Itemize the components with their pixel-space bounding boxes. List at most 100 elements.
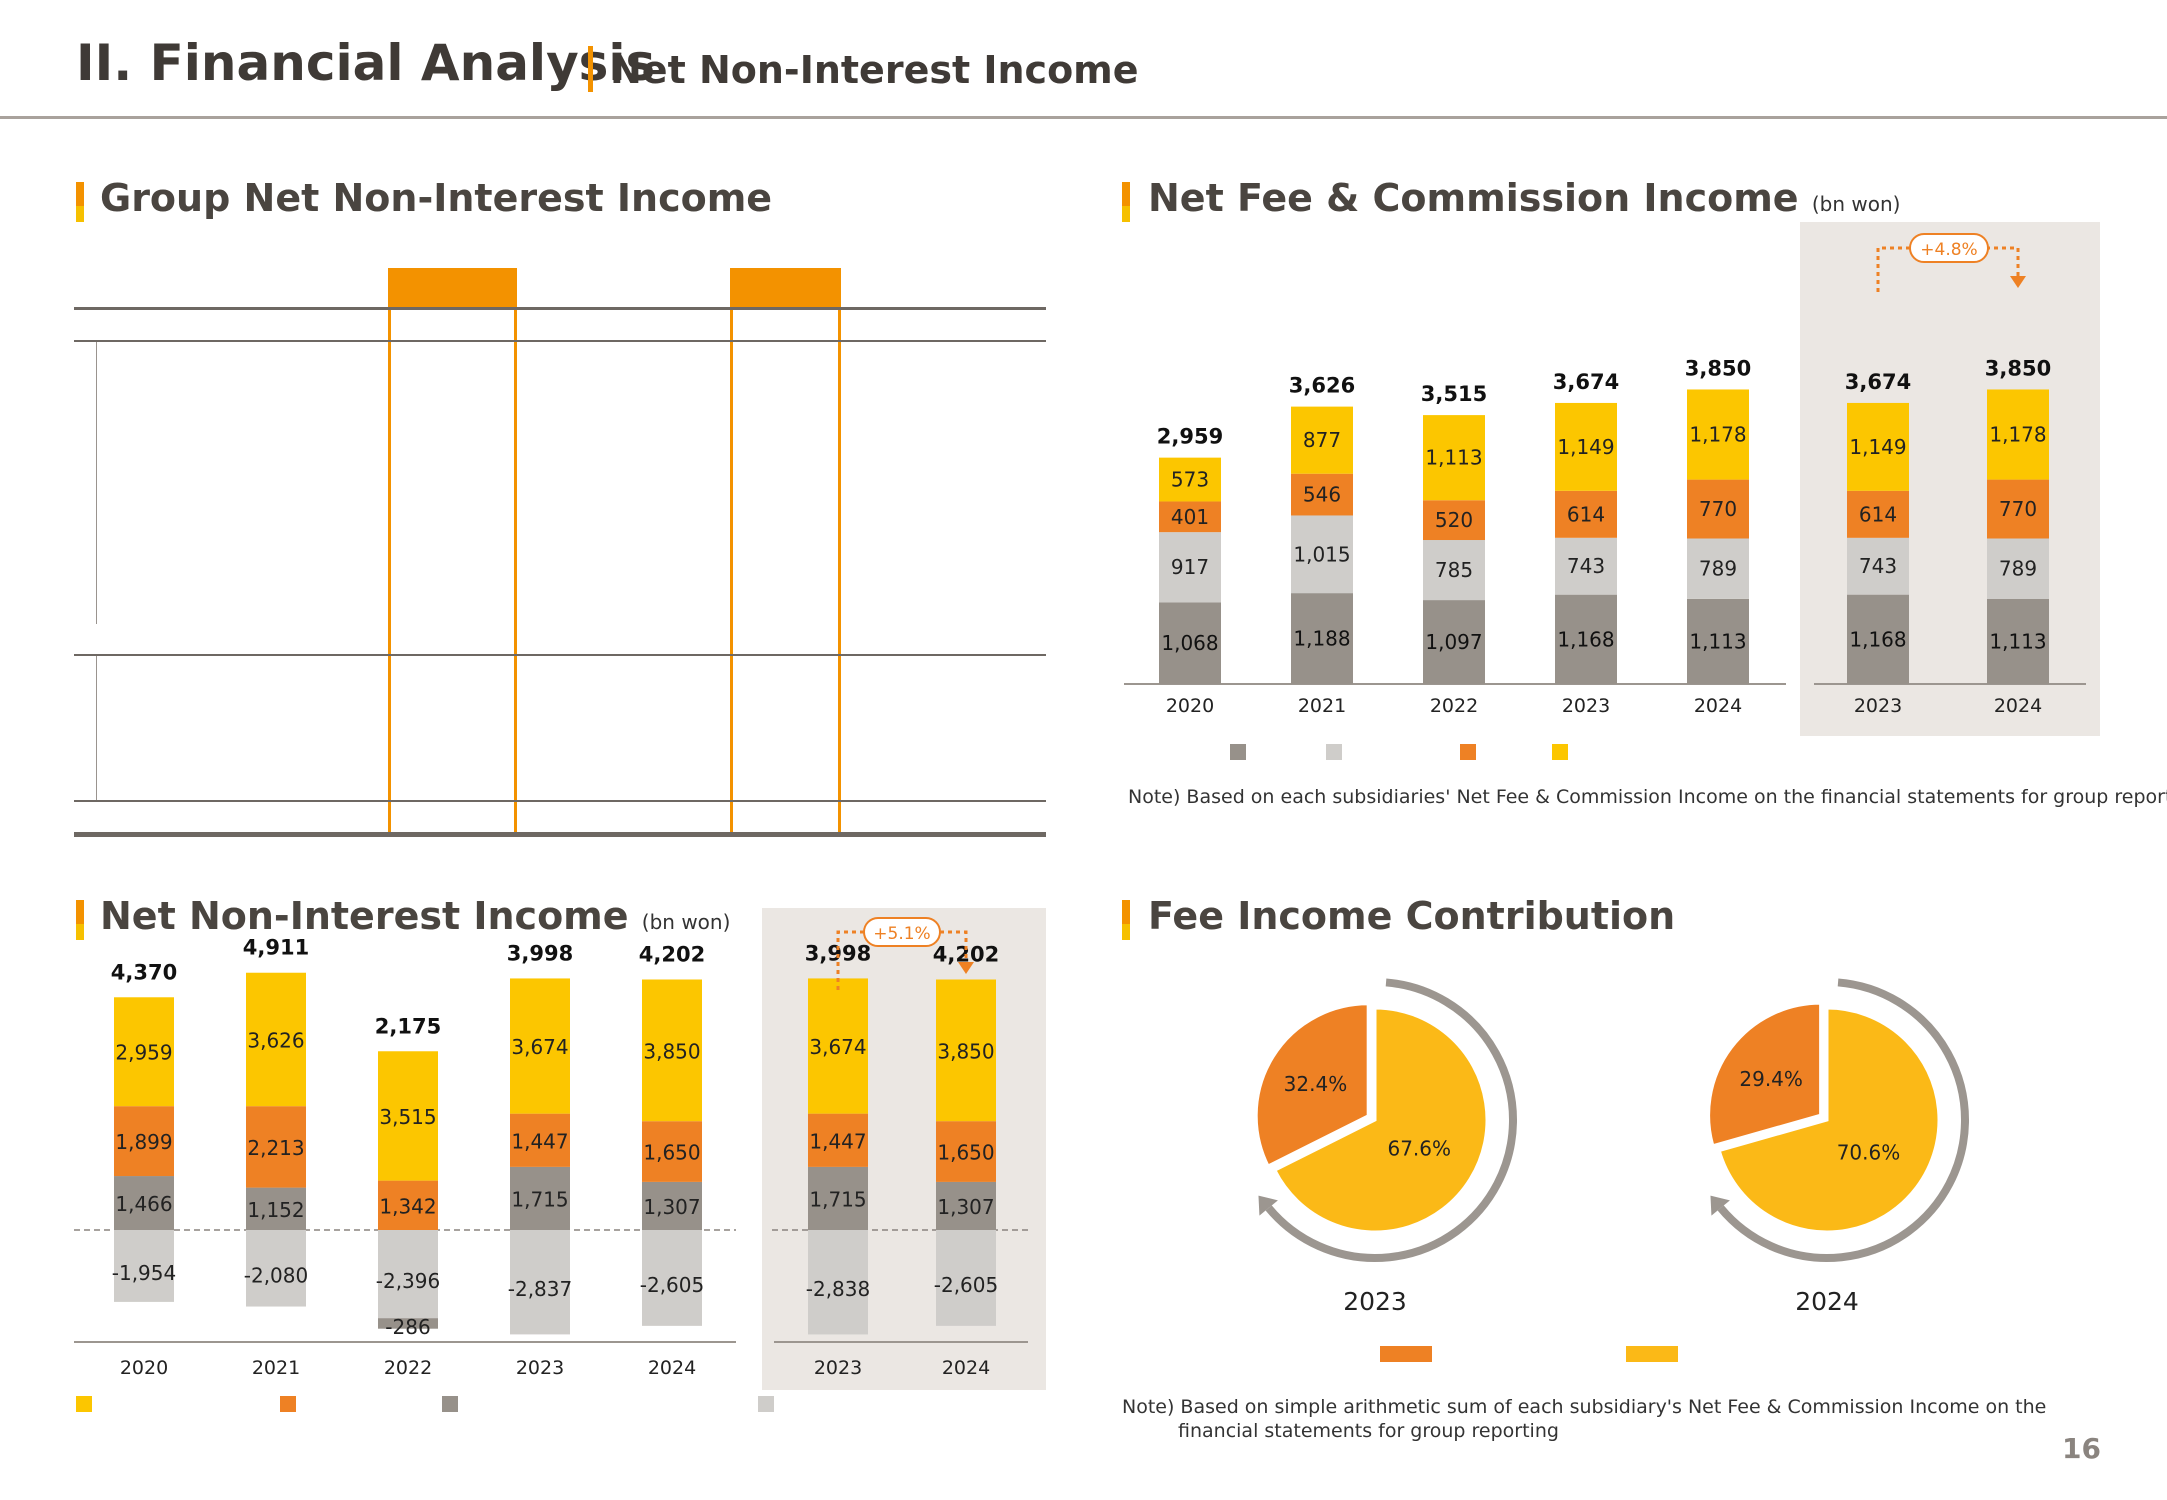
data-label: 2,959: [115, 1041, 172, 1065]
title-divider: [588, 46, 593, 92]
pie-slice: [1717, 1006, 1941, 1234]
legend-swatch: [1460, 744, 1476, 760]
indent-guide: [96, 342, 97, 376]
data-label: 1,447: [809, 1129, 866, 1153]
tick-label: 2024: [942, 1357, 990, 1379]
bar-segment: [378, 1230, 438, 1319]
bar-segment: [378, 1180, 438, 1230]
total-label: 3,626: [1289, 374, 1355, 398]
bar-segment: [246, 1230, 306, 1307]
bar-segment: [936, 1181, 996, 1230]
section-marker: [76, 900, 84, 940]
pie-slice: [1272, 1006, 1489, 1234]
table-row: [74, 310, 1046, 342]
data-label: 917: [1171, 555, 1209, 579]
data-label: -2,837: [508, 1277, 572, 1301]
data-label: -286: [385, 1315, 430, 1339]
bar-segment: [808, 978, 868, 1114]
fee-chart-note: Note) Based on each subsidiaries' Net Fe…: [1128, 786, 2167, 808]
data-label: 785: [1435, 558, 1473, 582]
legend-swatch: [280, 1396, 296, 1412]
legend-swatch: [1326, 744, 1342, 760]
data-label: 1,113: [1425, 446, 1482, 470]
fee-section-title: Net Fee & Commission Income (bn won): [1148, 176, 1900, 220]
bar-segment: [1987, 389, 2049, 480]
bar-segment: [510, 978, 570, 1114]
bar-segment: [246, 1187, 306, 1230]
bar-segment: [114, 1176, 174, 1230]
tick-label: 2023: [1854, 695, 1902, 717]
bar-segment: [246, 972, 306, 1107]
table-row: [74, 624, 1046, 656]
bar-segment: [246, 1106, 306, 1188]
bar-segment: [808, 1166, 868, 1230]
table-row: [74, 590, 1046, 624]
data-label: 1,447: [511, 1129, 568, 1153]
data-label: 614: [1567, 502, 1605, 526]
slice-label: 29.4%: [1739, 1067, 1803, 1091]
bar-segment: [1423, 600, 1485, 684]
data-label: 1,650: [937, 1141, 994, 1165]
tick-label: 2024: [1994, 695, 2042, 717]
total-label: 4,202: [639, 943, 705, 967]
indent-guide: [96, 410, 97, 466]
table-row: [74, 656, 1046, 712]
growth-badge: [1909, 233, 1989, 263]
bar-segment: [1555, 594, 1617, 684]
total-label: 3,998: [507, 941, 573, 965]
bar-segment: [1291, 406, 1353, 474]
data-label: 1,178: [1689, 423, 1746, 447]
legend-swatch: [76, 1396, 92, 1412]
indent-guide: [96, 522, 97, 556]
bar-segment: [1291, 593, 1353, 684]
data-label: 1,168: [1557, 627, 1614, 651]
data-label: 1,149: [1849, 435, 1906, 459]
bar-segment: [1291, 515, 1353, 594]
data-label: 573: [1171, 468, 1209, 492]
data-label: 1,342: [379, 1194, 436, 1218]
bar-segment: [1423, 500, 1485, 541]
table-row: [74, 466, 1046, 522]
data-label: 1,113: [1989, 629, 2046, 653]
bar-segment: [1987, 538, 2049, 599]
growth-arrowhead: [958, 962, 974, 974]
data-label: 789: [1699, 557, 1737, 581]
table-row: [74, 342, 1046, 376]
bar-segment: [114, 1106, 174, 1177]
slice-label: 32.4%: [1284, 1072, 1348, 1096]
col-border: [388, 268, 391, 834]
bar-segment: [1159, 532, 1221, 603]
non-interest-income-chart: -1,954 1,466 1,899 2,959 4,370 2020 -2,080 1,15…: [74, 908, 1046, 1390]
data-label: -2,838: [806, 1277, 870, 1301]
section-marker: [1122, 182, 1130, 222]
data-label: 1,466: [115, 1192, 172, 1216]
nii-chart-unit: (bn won): [641, 910, 731, 934]
data-label: 1,015: [1293, 542, 1350, 566]
rotation-arrowhead: [1258, 1195, 1278, 1216]
data-label: -1,954: [112, 1261, 176, 1285]
bar-segment: [1847, 402, 1909, 491]
legend-swatch: [1626, 1346, 1678, 1362]
fee-chart-legend: [1230, 740, 2030, 766]
data-label: 3,515: [379, 1105, 436, 1129]
table-bottom-rule: [74, 834, 1046, 837]
data-label: 520: [1435, 508, 1473, 532]
bar-segment: [510, 1166, 570, 1230]
data-label: 3,674: [809, 1035, 866, 1059]
bar-segment: [642, 1121, 702, 1182]
highlight-panel: [762, 908, 1046, 1390]
legend-swatch: [1380, 1346, 1432, 1362]
col-highlight-2024: [388, 268, 516, 310]
bar-segment: [1687, 598, 1749, 684]
fee-chart-unit: (bn won): [1811, 192, 1901, 216]
bar-segment: [1847, 490, 1909, 538]
data-label: 1,650: [643, 1141, 700, 1165]
col-border: [514, 268, 517, 834]
pie-chart-legend: [1380, 1342, 1880, 1368]
col-highlight-4q24: [730, 268, 840, 310]
row-rule: [74, 340, 1046, 342]
table-row: [74, 556, 1046, 590]
total-label: 2,175: [375, 1014, 441, 1038]
bar-segment: [1687, 538, 1749, 599]
tick-label: 2022: [1430, 695, 1478, 717]
